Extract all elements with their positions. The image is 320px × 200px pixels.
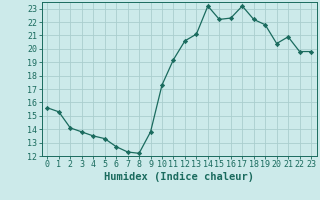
X-axis label: Humidex (Indice chaleur): Humidex (Indice chaleur) [104, 172, 254, 182]
